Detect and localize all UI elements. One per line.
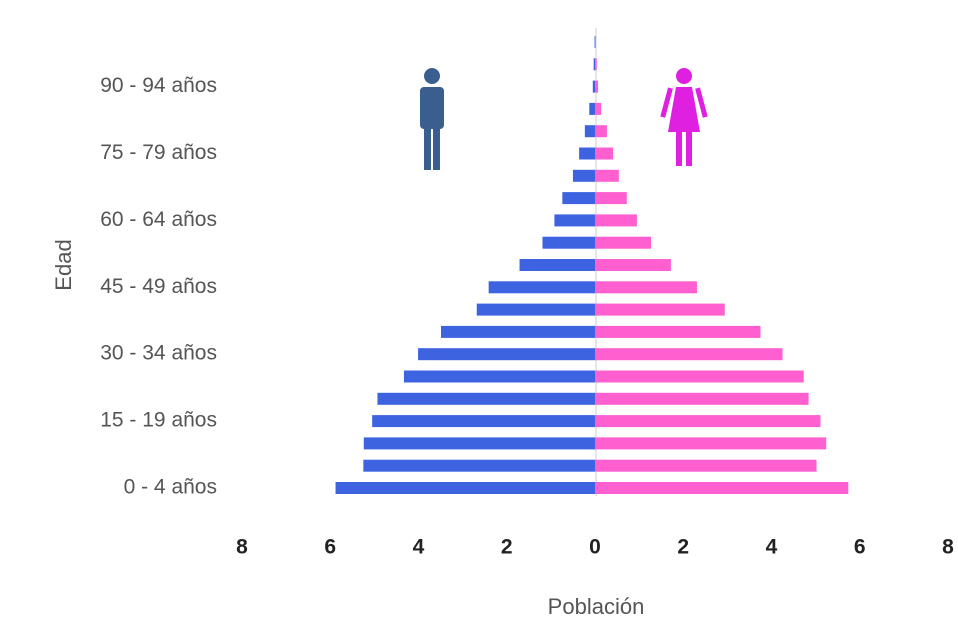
female-icon bbox=[660, 68, 708, 166]
x-tick-label: 2 bbox=[677, 536, 689, 559]
x-tick-label: 0 bbox=[589, 536, 601, 559]
bar bbox=[595, 169, 619, 182]
bar bbox=[441, 325, 595, 338]
bar bbox=[595, 325, 761, 338]
x-tick-label: 2 bbox=[501, 536, 513, 559]
bar bbox=[595, 58, 597, 71]
bar bbox=[595, 370, 804, 383]
x-tick-label: 8 bbox=[942, 536, 954, 559]
bar bbox=[363, 437, 595, 450]
bar bbox=[595, 348, 783, 361]
bar bbox=[595, 392, 809, 405]
bar bbox=[554, 214, 595, 227]
bar bbox=[595, 192, 627, 205]
bar bbox=[595, 303, 725, 316]
bar bbox=[595, 437, 827, 450]
bar bbox=[519, 259, 595, 271]
bar bbox=[595, 80, 599, 93]
bar bbox=[592, 80, 595, 93]
y-tick-label: 90 - 94 años bbox=[100, 74, 217, 97]
bar bbox=[595, 236, 652, 249]
bar bbox=[595, 147, 614, 160]
bar bbox=[595, 102, 602, 115]
x-tick-label: 4 bbox=[413, 536, 425, 559]
bar bbox=[562, 192, 595, 205]
y-tick-label: 0 - 4 años bbox=[124, 476, 217, 499]
bar bbox=[595, 415, 821, 428]
bar bbox=[418, 348, 595, 361]
x-axis-label: Población bbox=[548, 594, 645, 619]
y-tick-label: 75 - 79 años bbox=[100, 141, 217, 164]
x-tick-label: 8 bbox=[236, 536, 248, 559]
bar bbox=[572, 169, 595, 182]
bar bbox=[595, 36, 596, 48]
bar bbox=[595, 482, 849, 494]
bar bbox=[377, 392, 595, 405]
bar bbox=[593, 58, 595, 71]
male-icon bbox=[420, 68, 444, 170]
bar bbox=[589, 102, 595, 115]
x-tick-label: 6 bbox=[854, 536, 866, 559]
y-axis-label: Edad bbox=[51, 239, 76, 290]
bar bbox=[595, 214, 637, 227]
y-tick-label: 45 - 49 años bbox=[100, 275, 217, 298]
x-tick-label: 4 bbox=[766, 536, 778, 559]
bar bbox=[595, 459, 817, 472]
bar bbox=[476, 303, 595, 316]
bar bbox=[584, 125, 595, 138]
bar bbox=[335, 482, 595, 494]
bar bbox=[595, 125, 607, 138]
bar bbox=[595, 281, 697, 294]
bar bbox=[488, 281, 595, 294]
bar bbox=[403, 370, 595, 383]
bar bbox=[542, 236, 595, 249]
bar bbox=[595, 259, 671, 271]
bar bbox=[579, 147, 595, 160]
y-tick-label: 30 - 34 años bbox=[100, 342, 217, 365]
bar bbox=[372, 415, 595, 428]
x-tick-label: 6 bbox=[324, 536, 336, 559]
bar bbox=[363, 459, 595, 472]
y-tick-label: 60 - 64 años bbox=[100, 208, 217, 231]
y-tick-label: 15 - 19 años bbox=[100, 409, 217, 432]
